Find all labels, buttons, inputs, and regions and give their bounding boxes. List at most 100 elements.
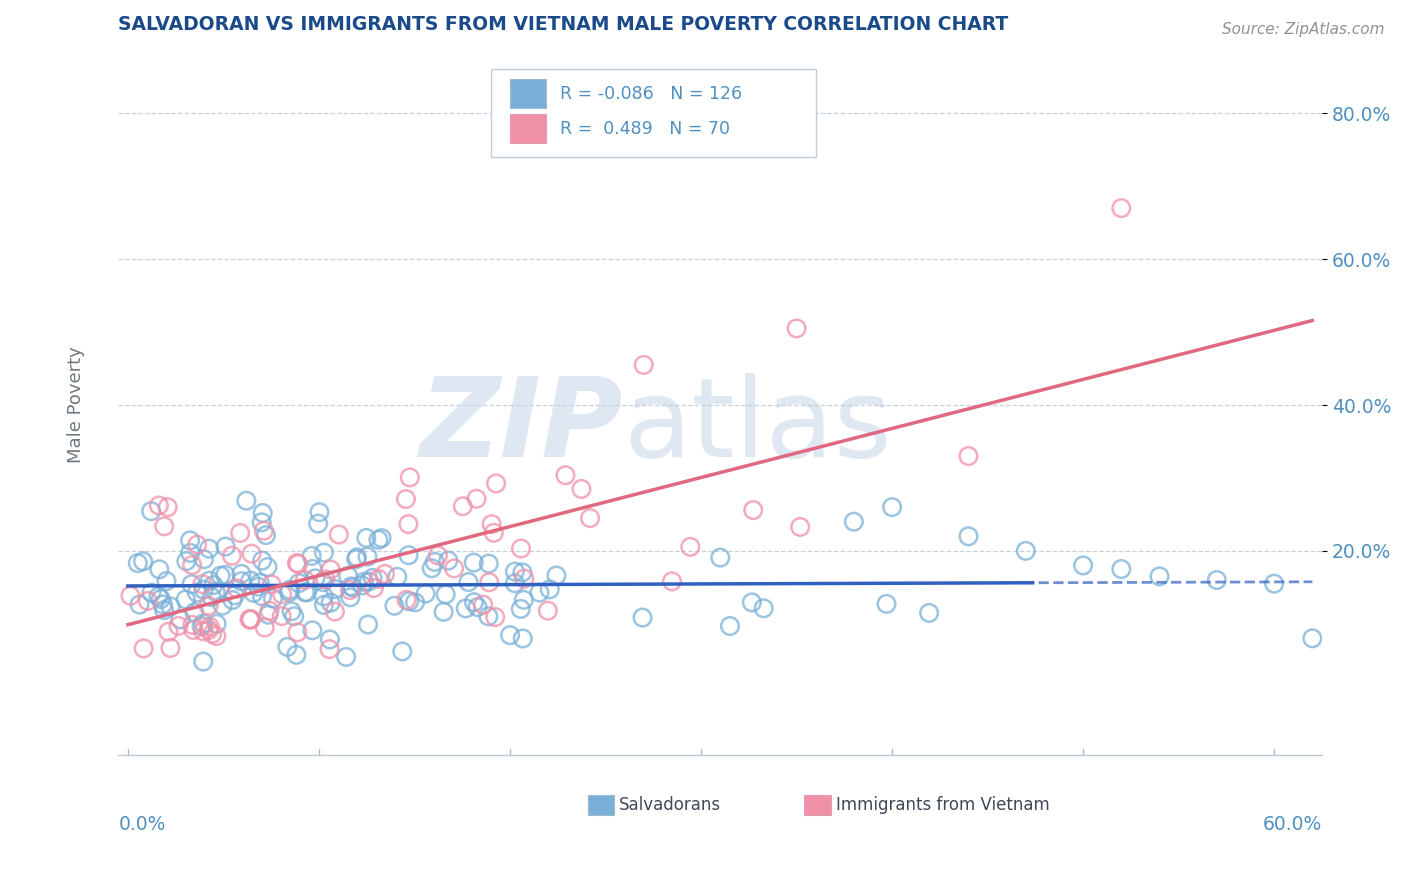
- Point: [679, 540, 702, 554]
- Point: [509, 602, 531, 616]
- Point: [633, 358, 655, 372]
- Point: [201, 590, 224, 604]
- Point: [957, 449, 980, 463]
- Point: [709, 550, 731, 565]
- Point: [198, 574, 221, 588]
- Point: [538, 582, 561, 597]
- Point: [270, 609, 292, 624]
- Point: [395, 592, 418, 607]
- Point: [307, 516, 329, 531]
- Point: [367, 572, 389, 586]
- Point: [276, 640, 298, 654]
- Point: [1263, 576, 1285, 591]
- Point: [153, 603, 176, 617]
- Point: [328, 527, 350, 541]
- Point: [503, 576, 526, 591]
- Point: [339, 582, 361, 597]
- Point: [312, 598, 335, 612]
- Point: [395, 491, 418, 506]
- Point: [433, 605, 456, 619]
- Point: [339, 591, 361, 605]
- Bar: [509, 78, 546, 108]
- Point: [319, 562, 342, 576]
- Point: [499, 628, 522, 642]
- Point: [314, 572, 336, 586]
- Point: [148, 590, 170, 604]
- Point: [340, 579, 363, 593]
- Text: 60.0%: 60.0%: [1263, 814, 1322, 833]
- Point: [159, 640, 181, 655]
- Point: [880, 500, 903, 514]
- Point: [312, 589, 335, 603]
- Point: [280, 604, 302, 618]
- Point: [148, 499, 170, 513]
- Point: [319, 632, 342, 647]
- Point: [529, 585, 551, 599]
- Point: [398, 548, 420, 562]
- Point: [186, 585, 208, 599]
- Point: [537, 604, 560, 618]
- Point: [437, 553, 460, 567]
- Point: [484, 610, 506, 624]
- Point: [457, 575, 479, 590]
- Point: [503, 565, 526, 579]
- Point: [398, 470, 420, 484]
- Point: [1015, 544, 1038, 558]
- Point: [346, 550, 368, 565]
- Point: [571, 482, 593, 496]
- Point: [391, 644, 413, 658]
- Point: [238, 612, 260, 626]
- Point: [235, 493, 257, 508]
- Point: [1301, 632, 1323, 646]
- Point: [554, 468, 576, 483]
- Point: [179, 546, 201, 560]
- Point: [323, 582, 346, 596]
- Point: [186, 538, 208, 552]
- Point: [253, 524, 276, 538]
- Point: [226, 582, 249, 596]
- Point: [204, 585, 226, 599]
- Point: [259, 604, 281, 618]
- Point: [253, 621, 276, 635]
- Point: [661, 574, 683, 589]
- Point: [128, 598, 150, 612]
- Point: [510, 541, 533, 556]
- Point: [454, 601, 477, 615]
- Point: [155, 574, 177, 588]
- Point: [247, 580, 270, 594]
- Point: [256, 560, 278, 574]
- Text: Salvadorans: Salvadorans: [619, 796, 721, 814]
- Point: [214, 567, 236, 582]
- Point: [631, 610, 654, 624]
- Point: [132, 554, 155, 568]
- Point: [337, 569, 360, 583]
- Point: [384, 599, 406, 613]
- Point: [278, 582, 301, 597]
- Point: [752, 601, 775, 615]
- Point: [214, 540, 236, 554]
- Point: [304, 571, 326, 585]
- Point: [229, 525, 252, 540]
- Point: [513, 592, 536, 607]
- Point: [288, 576, 311, 591]
- Point: [579, 511, 602, 525]
- Point: [239, 613, 262, 627]
- Point: [153, 519, 176, 533]
- Point: [312, 545, 335, 559]
- Text: ZIP: ZIP: [420, 373, 624, 480]
- Point: [257, 607, 280, 622]
- Point: [1149, 569, 1171, 583]
- Point: [136, 594, 159, 608]
- Point: [478, 575, 501, 590]
- Text: 0.0%: 0.0%: [118, 814, 166, 833]
- Point: [426, 549, 449, 563]
- Point: [250, 553, 273, 567]
- Point: [127, 556, 149, 570]
- Point: [250, 590, 273, 604]
- Point: [295, 585, 318, 599]
- Point: [193, 616, 215, 631]
- Point: [224, 588, 246, 602]
- Point: [202, 578, 225, 592]
- Point: [156, 500, 179, 515]
- Point: [363, 581, 385, 595]
